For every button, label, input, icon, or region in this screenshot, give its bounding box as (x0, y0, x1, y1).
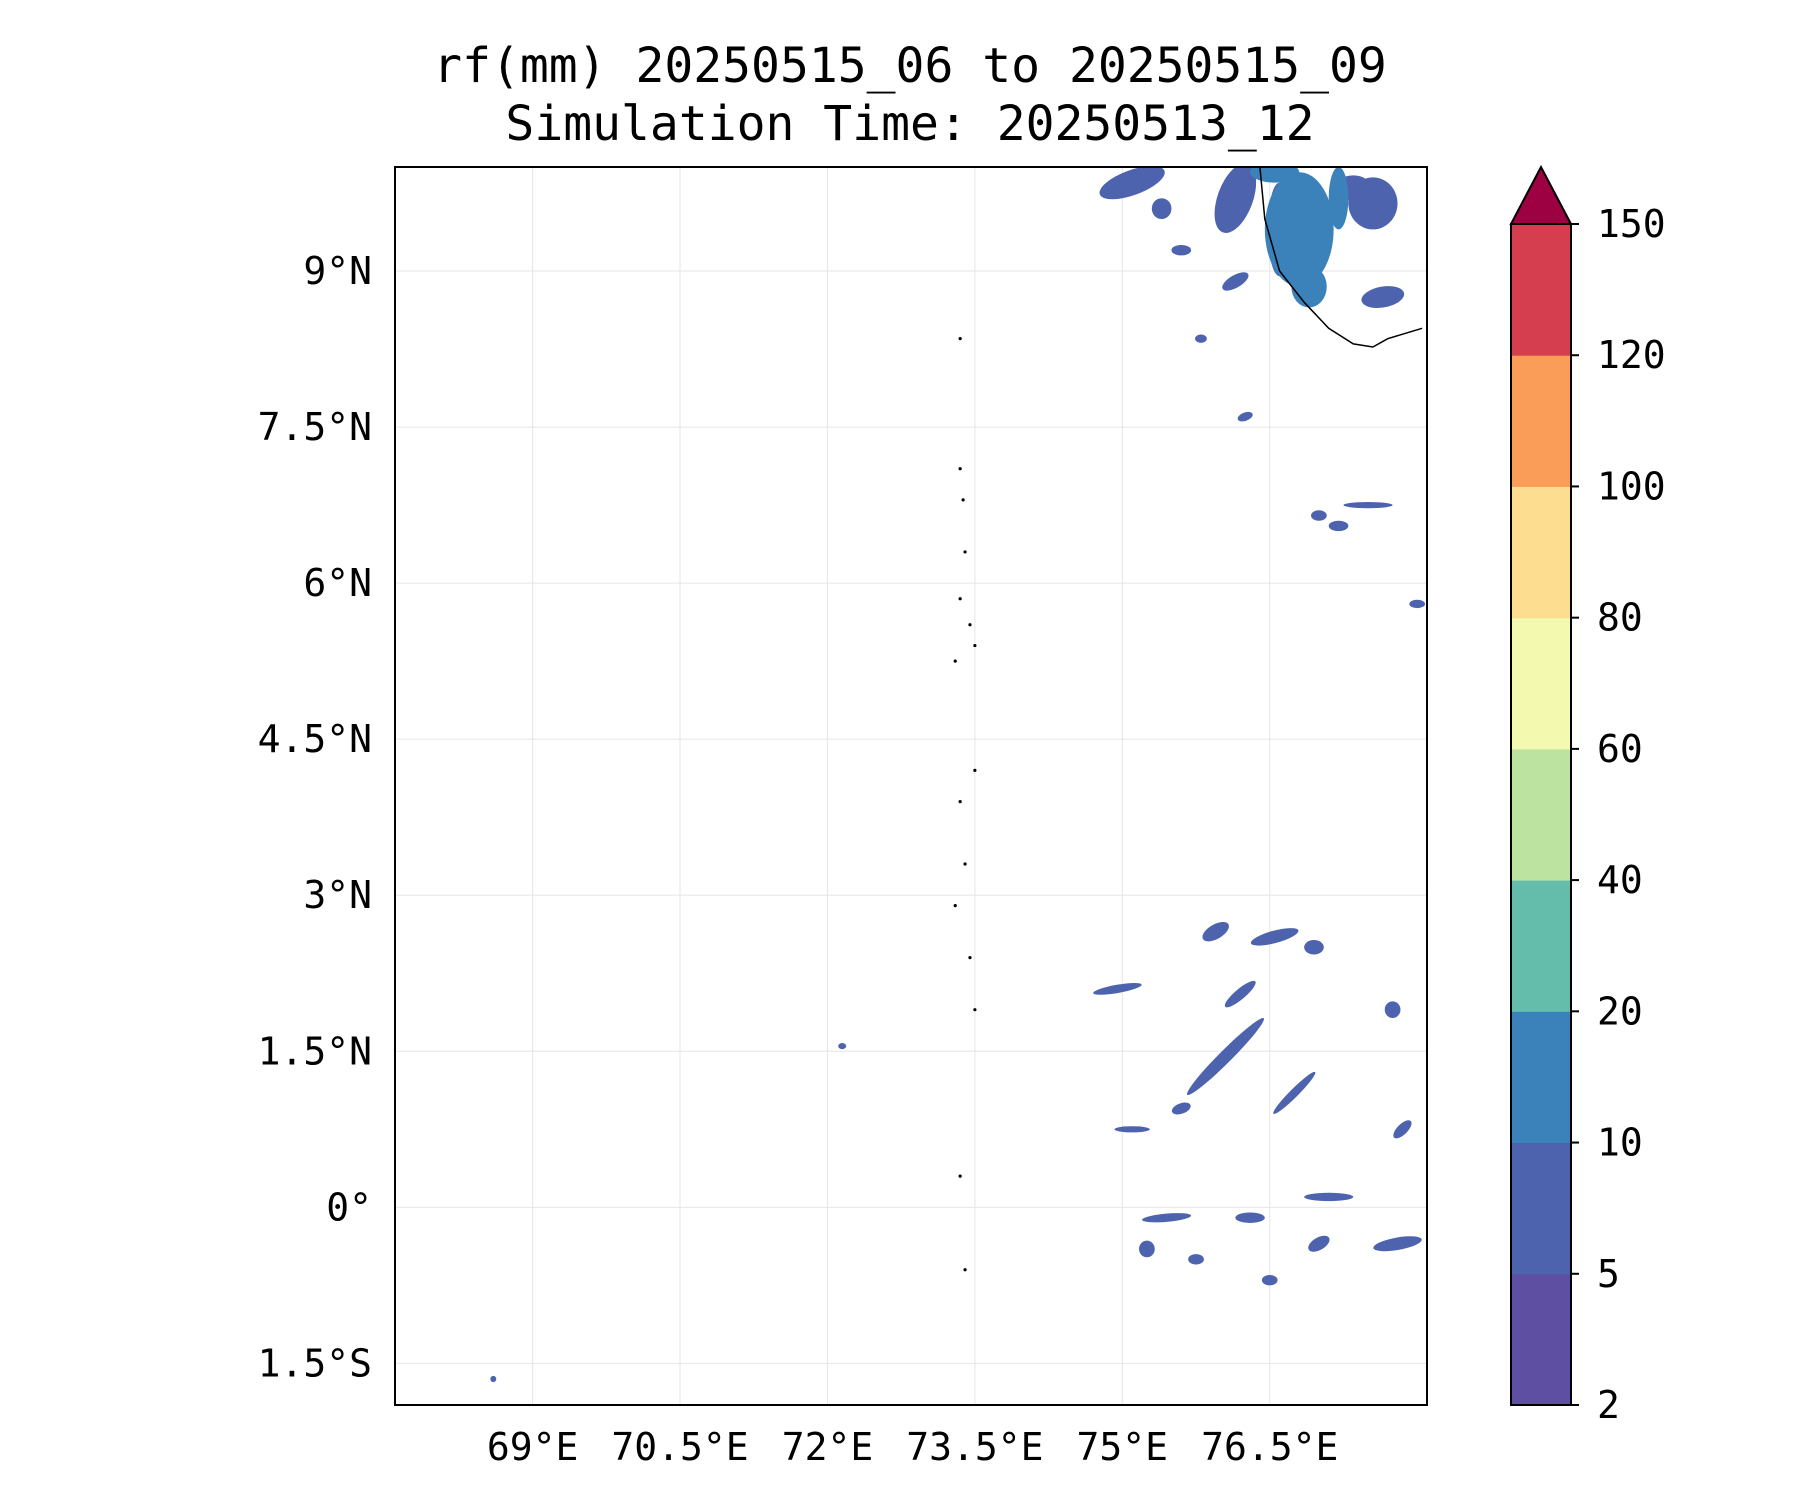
atoll-marker (953, 904, 957, 908)
lon-tick-label: 70.5°E (611, 1425, 748, 1469)
rain-patch (1139, 1240, 1155, 1258)
rain-patch (1273, 1071, 1316, 1114)
atoll-marker (961, 498, 965, 502)
atoll-marker (968, 623, 972, 627)
colorbar-extend-arrow (1509, 164, 1573, 225)
lat-tick-label: 7.5°N (258, 405, 372, 449)
rain-patch (1171, 1102, 1191, 1115)
atoll-marker (973, 643, 977, 648)
rain-patch (1195, 334, 1207, 343)
rain-patch (1384, 1001, 1401, 1018)
lat-tick-label: 1.5°N (258, 1029, 372, 1073)
latitude-axis: 9°N 7.5°N 6°N 4.5°N 3°N 1.5°N 0° 1.5°S (258, 249, 372, 1385)
rain-patch (1114, 1126, 1150, 1133)
colorbar-frame (1510, 223, 1572, 1406)
rainfall-layer (490, 167, 1426, 1383)
rain-patch (1373, 1236, 1422, 1252)
colorbar-segment (1511, 617, 1571, 750)
atoll-marker (958, 1174, 962, 1178)
colorbar-tick-label: 60 (1597, 727, 1643, 771)
colorbar-segment (1511, 1142, 1571, 1275)
figure-title: rf(mm) 20250515_06 to 20250515_09 (433, 38, 1387, 94)
lon-tick-label: 75°E (1077, 1425, 1169, 1469)
lat-tick-label: 3°N (303, 873, 372, 917)
colorbar-tick-label: 2 (1597, 1383, 1620, 1427)
lat-tick-label: 9°N (303, 249, 372, 293)
rain-patch (1308, 1235, 1330, 1252)
colorbar-tick-label: 40 (1597, 858, 1643, 902)
colorbar-segment (1511, 1273, 1571, 1406)
colorbar-segment (1511, 355, 1571, 487)
rain-patch (1142, 1213, 1192, 1223)
lat-tick-label: 6°N (303, 561, 372, 605)
atoll-marker (953, 659, 957, 663)
rain-patch (1202, 921, 1229, 942)
lon-tick-label: 69°E (487, 1425, 579, 1469)
colorbar-segment (1511, 880, 1571, 1012)
rain-patch (1264, 172, 1334, 287)
lat-tick-label: 1.5°S (258, 1341, 372, 1385)
colorbar-segment (1511, 224, 1571, 356)
colorbar-tick-label: 5 (1597, 1252, 1620, 1296)
longitude-axis: 69°E 70.5°E 72°E 73.5°E 75°E 76.5°E (487, 1425, 1339, 1469)
atoll-marker (973, 768, 977, 772)
map-frame (394, 166, 1428, 1406)
rain-patch (1250, 167, 1300, 183)
rain-patch (1328, 520, 1349, 532)
rain-patch (1250, 928, 1299, 946)
atoll-marker (963, 550, 967, 554)
rain-patch (1393, 1120, 1412, 1139)
colorbar-tick-label: 10 (1597, 1121, 1643, 1165)
figure-subtitle: Simulation Time: 20250513_12 (505, 96, 1315, 152)
lon-tick-label: 72°E (782, 1425, 874, 1469)
atoll-marker (958, 467, 962, 471)
atoll-marker (958, 597, 962, 601)
rain-patch (1093, 982, 1142, 995)
atoll-marker (958, 337, 962, 341)
rain-patch (1409, 599, 1426, 609)
atoll-marker (968, 956, 972, 960)
rain-patch (1291, 265, 1327, 308)
lon-tick-label: 76.5°E (1201, 1425, 1338, 1469)
rain-patch (1214, 167, 1257, 233)
map-gridlines (395, 167, 1427, 1405)
rain-patch (1188, 1254, 1204, 1265)
rain-patch (1222, 272, 1249, 291)
rain-patch (1224, 980, 1256, 1008)
atoll-marker (963, 862, 967, 866)
rain-patch (1237, 411, 1253, 422)
india-coastline (1259, 167, 1423, 348)
atoll-marker (963, 1268, 967, 1272)
rain-patch (1328, 167, 1349, 230)
rain-patch (838, 1042, 847, 1050)
rain-patch (1187, 1018, 1264, 1095)
atoll-marker (958, 800, 962, 804)
lat-tick-label: 0° (326, 1185, 372, 1229)
land-features (953, 167, 1423, 1272)
rain-patch (1311, 510, 1327, 521)
colorbar-segment (1511, 748, 1571, 881)
rain-patch (1304, 939, 1324, 955)
colorbar-tick-label: 100 (1597, 464, 1666, 508)
rain-patch (1099, 167, 1165, 200)
colorbar-tick-label: 20 (1597, 989, 1643, 1033)
rain-patch (1361, 286, 1405, 308)
atoll-marker (973, 1008, 977, 1012)
colorbar-segment (1511, 1011, 1571, 1144)
colorbar-segment (1511, 486, 1571, 619)
rain-patch (1151, 198, 1172, 220)
colorbar-tick-label: 80 (1597, 596, 1643, 640)
rain-patch (1235, 1212, 1265, 1223)
lon-tick-label: 73.5°E (906, 1425, 1043, 1469)
rain-patch (1343, 501, 1393, 509)
rain-patch (1261, 1274, 1278, 1286)
lat-tick-label: 4.5°N (258, 717, 372, 761)
rain-patch (1171, 245, 1192, 256)
rain-patch (490, 1375, 497, 1383)
rain-patch (1304, 1192, 1354, 1202)
colorbar-tick-label: 150 (1597, 202, 1666, 246)
colorbar: 2 5 10 20 40 60 80 100 120 150 (1509, 164, 1666, 1427)
colorbar-tick-label: 120 (1597, 333, 1666, 377)
